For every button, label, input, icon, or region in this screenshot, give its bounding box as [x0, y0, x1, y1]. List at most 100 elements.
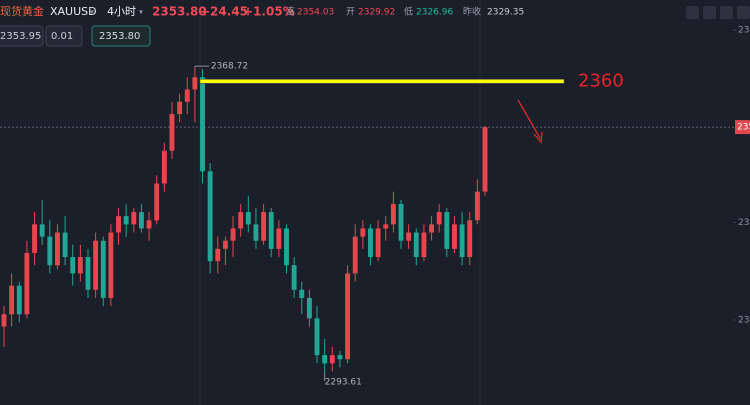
candle-body [215, 248, 221, 262]
icon[interactable] [720, 6, 733, 19]
candle-body [62, 232, 68, 258]
toolbar: 2353.95 0.01 2353.80 [0, 25, 151, 47]
candle-body [306, 297, 312, 319]
candle-body [222, 240, 228, 249]
value: 2354.03 [297, 8, 334, 18]
candle-body [85, 257, 91, 290]
ask: 2353.80 [99, 31, 140, 42]
candle-body [383, 224, 389, 229]
candle-body [299, 289, 305, 298]
icon[interactable] [737, 6, 750, 19]
candle-body [352, 236, 358, 274]
candle-body [375, 228, 381, 258]
arrow [517, 99, 543, 144]
candle-body [207, 171, 213, 262]
candle-body [368, 228, 373, 258]
caret[interactable]: ▾ [139, 8, 143, 17]
step: 0.01 [51, 31, 73, 42]
candle-body [1, 314, 7, 327]
candle-body [55, 232, 60, 266]
ask-box[interactable] [91, 25, 151, 47]
label: 开 [346, 7, 355, 18]
candle-body [100, 240, 106, 298]
step-box[interactable] [45, 25, 83, 47]
candle-body [39, 224, 45, 237]
candle-body [398, 203, 404, 241]
candle-body [16, 285, 22, 315]
candle-body [444, 212, 450, 249]
candle-body [192, 77, 198, 90]
candle-body [131, 212, 137, 225]
y-tick-label: 23 [738, 218, 749, 228]
label: 昨收 [463, 6, 481, 18]
candle-body [421, 232, 427, 258]
candle-body [184, 89, 190, 102]
y-tick-label: 23 [738, 26, 749, 36]
candle-body [24, 252, 30, 315]
candle-body [345, 273, 351, 360]
candle-body [47, 236, 53, 266]
candle-body [161, 150, 167, 184]
candle-body [9, 285, 15, 315]
candle-body [108, 232, 114, 298]
label: 低 [404, 6, 413, 18]
candle-body [154, 183, 160, 221]
candle-body [32, 224, 37, 253]
candle-body [268, 212, 274, 249]
candle-body [329, 355, 335, 364]
value: 2329.35 [487, 8, 524, 18]
candle-body [452, 224, 457, 249]
price: 2353.80 [152, 5, 207, 19]
candle-body [230, 228, 236, 241]
candle-body [245, 212, 251, 225]
candle-body [77, 257, 83, 274]
candle-body [482, 127, 488, 192]
icon[interactable] [703, 6, 716, 19]
name: 现货黄金 [0, 4, 44, 18]
candle-body [253, 224, 259, 241]
candle-body [138, 212, 144, 229]
candle-body [146, 220, 152, 229]
target-label: 2360 [578, 70, 624, 91]
candle-body [429, 224, 434, 233]
caret[interactable]: ▾ [90, 8, 94, 17]
candle-body [459, 224, 465, 258]
candle-body [337, 355, 343, 360]
candle-body [177, 101, 183, 115]
target-line [199, 79, 565, 84]
candle-body [406, 232, 412, 241]
candle-body [314, 318, 320, 356]
high-label: 2368.72 [211, 62, 248, 72]
label: 高 [286, 6, 295, 18]
period[interactable]: 4小时 [107, 5, 136, 18]
bid-box[interactable] [0, 25, 44, 47]
candle-body [467, 220, 473, 258]
candle-body [93, 240, 99, 290]
candle-body [123, 216, 129, 225]
last-price-label: 235 [737, 123, 750, 133]
symbol[interactable]: XAUUSD [50, 5, 97, 18]
bid: 2353.95 [0, 31, 41, 42]
candle-body [436, 212, 442, 225]
candle-body [261, 212, 267, 241]
candle-body [200, 77, 205, 172]
candle-body [169, 114, 175, 151]
candle-body [390, 203, 396, 225]
candle-body [238, 212, 244, 229]
candle-body [322, 355, 328, 364]
icon[interactable] [686, 6, 699, 19]
candle-body [276, 228, 282, 249]
candle-body [413, 232, 419, 258]
candle-body [291, 265, 297, 290]
last-price-tag [735, 120, 750, 135]
value: 2329.92 [358, 8, 395, 18]
tool-icons [686, 6, 750, 19]
y-tick-label: 23 [738, 315, 749, 325]
candle-body [360, 228, 366, 237]
candle-body [474, 191, 480, 221]
value: 2326.96 [416, 8, 453, 18]
change-pct: +1.05% [243, 5, 295, 19]
header: 现货黄金 XAUUSD ▾ 4小时 ▾ 2353.80 +24.45 +1.05… [0, 4, 750, 19]
